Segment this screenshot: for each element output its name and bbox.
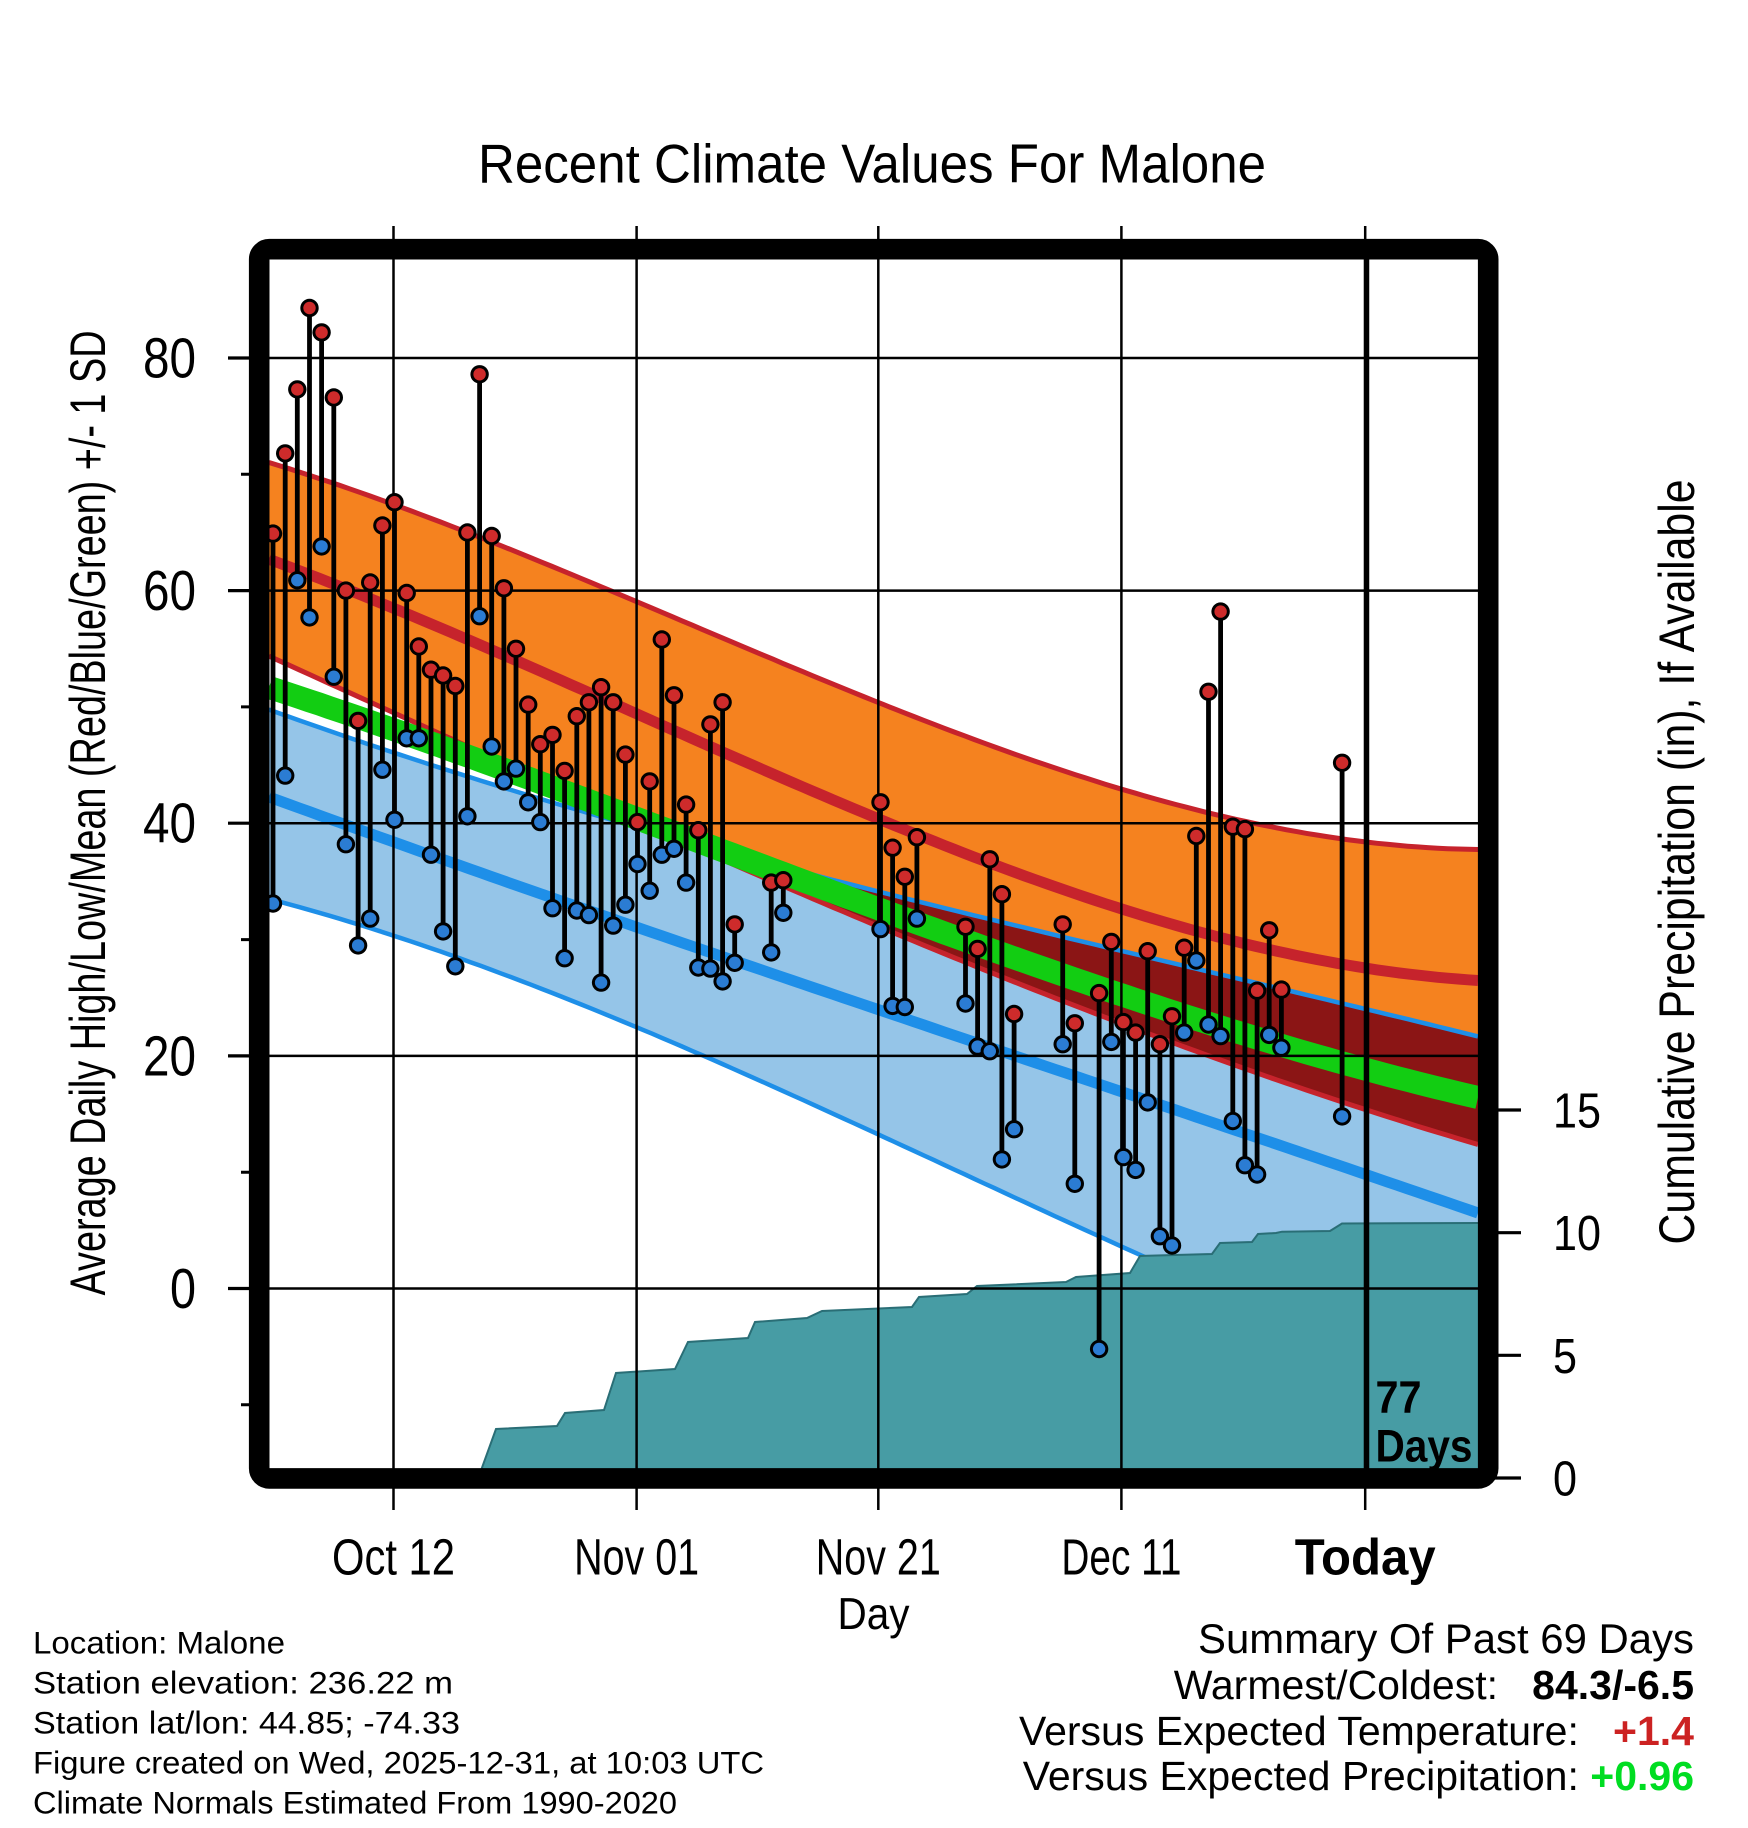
- svg-text:Versus Expected Precipitation:: Versus Expected Precipitation: +0.96: [1023, 1753, 1694, 1799]
- svg-text:Day: Day: [838, 1590, 911, 1639]
- svg-text:Warmest/Coldest: 84.3/-6.5: Warmest/Coldest: 84.3/-6.5: [1174, 1662, 1694, 1708]
- svg-text:60: 60: [143, 559, 196, 623]
- svg-text:40: 40: [143, 792, 196, 856]
- svg-text:Oct 12: Oct 12: [332, 1528, 455, 1585]
- svg-text:Nov 21: Nov 21: [816, 1528, 941, 1585]
- svg-text:Climate Normals Estimated From: Climate Normals Estimated From 1990-2020: [33, 1785, 677, 1821]
- svg-text:Average Daily High/Low/Mean (R: Average Daily High/Low/Mean (Red/Blue/Gr…: [60, 330, 116, 1295]
- svg-text:Dec 11: Dec 11: [1061, 1528, 1181, 1585]
- svg-text:0: 0: [1553, 1453, 1577, 1507]
- svg-text:Today: Today: [1295, 1528, 1437, 1585]
- svg-text:Versus Expected Temperature:: Versus Expected Temperature: +1.4: [1019, 1708, 1694, 1754]
- svg-text:Nov 01: Nov 01: [574, 1528, 699, 1585]
- svg-text:Station lat/lon: 44.85; -74.33: Station lat/lon: 44.85; -74.33: [33, 1705, 460, 1741]
- svg-text:0: 0: [170, 1257, 196, 1321]
- svg-text:Cumulative Precipitation (in),: Cumulative Precipitation (in), If Availa…: [1649, 480, 1705, 1245]
- svg-text:Recent Climate Values For Malo: Recent Climate Values For Malone: [478, 133, 1266, 195]
- svg-text:5: 5: [1553, 1330, 1577, 1384]
- svg-text:80: 80: [143, 327, 196, 391]
- svg-text:77: 77: [1376, 1372, 1422, 1423]
- svg-text:10: 10: [1553, 1207, 1601, 1261]
- svg-text:Days: Days: [1376, 1421, 1473, 1472]
- svg-text:15: 15: [1553, 1085, 1601, 1139]
- svg-text:Location: Malone: Location: Malone: [33, 1625, 285, 1661]
- svg-text:Figure created on Wed, 2025-12: Figure created on Wed, 2025-12-31, at 10…: [33, 1745, 764, 1781]
- svg-text:Station elevation: 236.22 m: Station elevation: 236.22 m: [33, 1665, 453, 1701]
- svg-text:Summary Of Past 69 Days: Summary Of Past 69 Days: [1198, 1615, 1694, 1662]
- svg-text:20: 20: [143, 1024, 196, 1088]
